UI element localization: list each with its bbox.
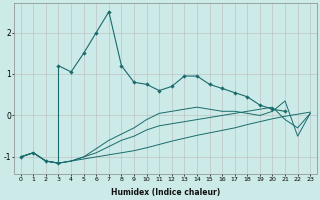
- X-axis label: Humidex (Indice chaleur): Humidex (Indice chaleur): [111, 188, 220, 197]
